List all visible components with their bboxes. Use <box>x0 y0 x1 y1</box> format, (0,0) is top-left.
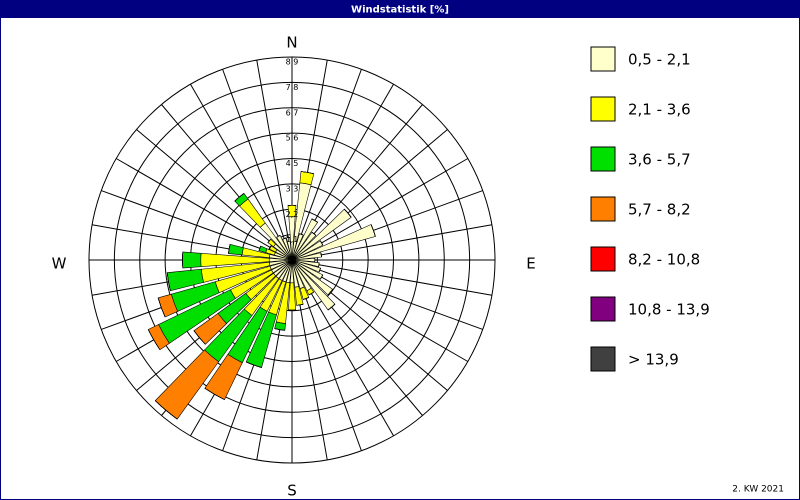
compass-label: E <box>526 255 535 273</box>
legend-swatch <box>590 246 616 272</box>
chart-title: Windstatistik [%] <box>351 5 449 16</box>
wind-segment <box>320 274 324 280</box>
legend-swatch <box>590 196 616 222</box>
spoke <box>291 69 362 261</box>
wind-segment <box>311 218 318 223</box>
wind-segment <box>344 208 352 218</box>
r-tick-label: 8,9 <box>286 58 299 67</box>
legend-label: > 13,9 <box>628 351 679 369</box>
legend-swatch <box>590 346 616 372</box>
wind-segment <box>274 328 285 331</box>
wind-segment <box>327 289 333 296</box>
legend: 0,5 - 2,1 2,1 - 3,6 3,6 - 5,7 5,7 - 8,2 8,2 … <box>590 46 710 372</box>
spoke <box>222 69 293 261</box>
wind-segment <box>370 224 376 237</box>
legend-label: 10,8 - 13,9 <box>628 301 710 319</box>
compass-label: W <box>52 255 67 273</box>
legend-label: 2,1 - 3,6 <box>628 101 691 119</box>
r-tick-label: 7,8 <box>286 83 299 92</box>
legend-label: 3,6 - 5,7 <box>628 151 691 169</box>
wind-segment <box>182 251 202 269</box>
wind-segment <box>303 297 309 300</box>
r-tick-label: 3,3 <box>286 184 299 193</box>
wind-segment <box>318 262 320 267</box>
title-bar <box>0 0 800 18</box>
wind-segment <box>267 239 271 243</box>
spoke <box>291 259 483 330</box>
rose: 1,1 2,2 3,3 4,5 5,6 6,7 7,8 8,9 N E S W <box>52 34 536 500</box>
wind-segment <box>318 267 321 273</box>
r-tick-label: 6,7 <box>286 108 299 117</box>
wind-segment <box>299 233 304 236</box>
spoke <box>291 259 493 296</box>
compass-label: N <box>286 34 297 52</box>
spoke <box>136 129 293 261</box>
compass-label: S <box>287 482 297 500</box>
wind-segment <box>300 171 314 175</box>
spoke <box>256 59 293 261</box>
spoke <box>190 83 293 261</box>
legend-label: 0,5 - 2,1 <box>628 51 691 69</box>
legend-swatch <box>590 146 616 172</box>
wind-segment <box>276 235 281 238</box>
r-tick-label: 5,6 <box>286 134 299 143</box>
legend-label: 8,2 - 10,8 <box>628 251 700 269</box>
spoke <box>291 224 493 261</box>
legend-swatch <box>590 96 616 122</box>
r-tick-label: 1,1 <box>286 235 299 244</box>
wind-segment <box>311 232 317 236</box>
footnote: 2. KW 2021 <box>732 485 784 495</box>
wind-segment <box>320 240 324 246</box>
wind-segment <box>286 237 290 239</box>
legend-swatch <box>590 46 616 72</box>
legend-label: 5,7 - 8,2 <box>628 201 691 219</box>
wind-segment <box>296 303 304 306</box>
legend-swatch <box>590 296 616 322</box>
r-tick-label: 4,5 <box>286 159 299 168</box>
wind-segment <box>157 297 166 318</box>
spoke <box>115 158 293 261</box>
wind-segment <box>327 303 336 311</box>
r-tick-label: 2,2 <box>286 210 299 219</box>
